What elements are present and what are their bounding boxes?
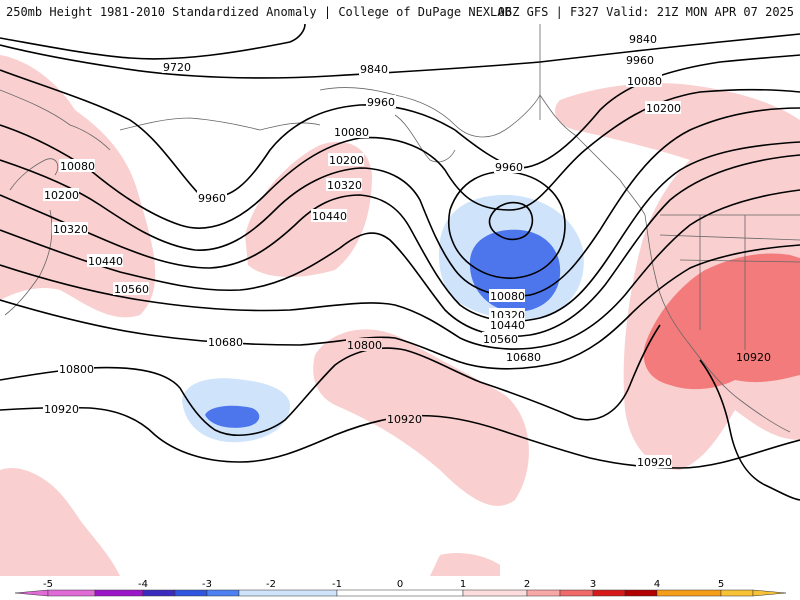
contour-10680 xyxy=(0,244,800,370)
contour-label-9960-west: 9960 xyxy=(198,192,226,205)
contour-label-10080-east: 10080 xyxy=(627,75,662,88)
contour-label-10440-mid: 10440 xyxy=(312,210,347,223)
colorbar-swatch xyxy=(656,589,722,597)
colorbar-label: 4 xyxy=(654,579,660,590)
colorbar-swatch xyxy=(592,589,626,597)
contour-label-10320-west: 10320 xyxy=(53,223,88,236)
contour-10920-east xyxy=(699,359,800,501)
colorbar-label: -4 xyxy=(138,579,148,590)
map-title: 250mb Height 1981-2010 Standardized Anom… xyxy=(6,5,512,19)
colorbar-label: -5 xyxy=(43,579,53,590)
contour-label-10920-west: 10920 xyxy=(44,403,79,416)
contour-label-9960-east: 9960 xyxy=(626,54,654,67)
colorbar-swatch xyxy=(336,589,464,597)
colorbar-label: 2 xyxy=(524,579,530,590)
contour-9840 xyxy=(0,33,800,79)
colorbar-swatch xyxy=(174,589,208,597)
colorbar-label: 0 xyxy=(397,579,403,590)
contour-10080 xyxy=(0,88,800,229)
colorbar-swatch xyxy=(624,589,658,597)
colorbar-labels: -5 -4 -3 -2 -1 0 1 2 3 4 5 xyxy=(43,579,724,590)
contour-label-10080-low: 10080 xyxy=(490,290,525,303)
colorbar-swatch xyxy=(559,589,594,597)
contour-label-10080-mid: 10080 xyxy=(334,126,369,139)
contour-label-10440-west: 10440 xyxy=(88,255,123,268)
colorbar-swatch-above-max xyxy=(752,589,787,597)
colorbar-swatch xyxy=(238,589,338,597)
colorbar-swatch xyxy=(94,589,144,597)
contour-label-9720: 9720 xyxy=(163,61,191,74)
colorbar-swatch xyxy=(526,589,561,597)
colorbar-swatch xyxy=(47,589,96,597)
contour-label-10200-east: 10200 xyxy=(646,102,681,115)
colorbar-swatch xyxy=(206,589,240,597)
colorbar-label: 1 xyxy=(460,579,466,590)
contour-label-10080-west: 10080 xyxy=(60,160,95,173)
contour-label-10680-west: 10680 xyxy=(208,336,243,349)
colorbar-label: -2 xyxy=(266,579,276,590)
contour-label-10920-mid: 10920 xyxy=(387,413,422,426)
colorbar-label: 5 xyxy=(718,579,724,590)
contour-label-10920-east: 10920 xyxy=(736,351,771,364)
contour-closed-low-inner xyxy=(488,201,534,241)
coastlines xyxy=(0,24,800,433)
map-header: 250mb Height 1981-2010 Standardized Anom… xyxy=(0,0,800,24)
run-valid-time: 06Z GFS | F327 Valid: 21Z MON APR 07 202… xyxy=(497,5,794,19)
contour-label-10800-west: 10800 xyxy=(59,363,94,376)
contour-label-9840-west: 9840 xyxy=(360,63,388,76)
colorbar-label: -3 xyxy=(202,579,212,590)
contour-label-10920-south: 10920 xyxy=(637,456,672,469)
colorbar-label: -1 xyxy=(332,579,342,590)
colorbar-swatch-below-min xyxy=(14,589,49,597)
contour-label-10200-west: 10200 xyxy=(44,189,79,202)
contour-label-10560-low: 10560 xyxy=(483,333,518,346)
contour-9720 xyxy=(0,24,306,60)
contour-label-10560-west: 10560 xyxy=(114,283,149,296)
contour-10200 xyxy=(0,107,800,298)
contour-label-10440-low: 10440 xyxy=(490,319,525,332)
colorbar-swatch xyxy=(720,589,754,597)
contour-label-group: 9720 9840 9840 9960 9960 9960 9960 10080… xyxy=(43,32,771,469)
contour-10560 xyxy=(0,189,800,350)
contour-label-10320-mid: 10320 xyxy=(327,179,362,192)
colorbar-swatch xyxy=(142,589,176,597)
contour-label-10800-mid: 10800 xyxy=(347,339,382,352)
colorbar-swatches xyxy=(14,589,787,597)
contour-label-9840-east: 9840 xyxy=(629,33,657,46)
contour-10440 xyxy=(0,154,800,338)
contour-10320 xyxy=(0,141,800,322)
contour-10800 xyxy=(0,324,661,436)
contour-label-10680-low: 10680 xyxy=(506,351,541,364)
contour-label-10200-mid: 10200 xyxy=(329,154,364,167)
colorbar-label: 3 xyxy=(590,579,596,590)
colorbar-swatch xyxy=(462,589,528,597)
colorbar: -5 -4 -3 -2 -1 0 1 2 3 4 5 xyxy=(14,579,787,597)
contour-label-9960-low: 9960 xyxy=(495,161,523,174)
anomaly-map: 9720 9840 9840 9960 9960 9960 9960 10080… xyxy=(0,24,800,576)
contour-label-9960-mid: 9960 xyxy=(367,96,395,109)
